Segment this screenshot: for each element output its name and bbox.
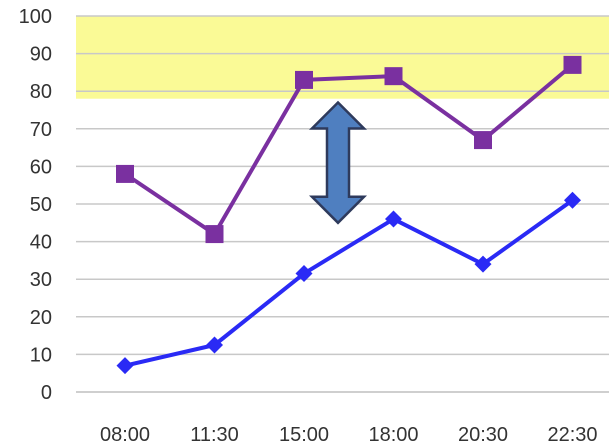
highlight-band (76, 16, 609, 99)
x-tick-label: 08:00 (100, 424, 150, 444)
x-tick-label: 22:30 (547, 424, 597, 444)
data-point-diamond (116, 357, 134, 375)
y-tick-label: 90 (30, 44, 52, 66)
y-tick-label: 100 (19, 6, 52, 28)
data-point-diamond (474, 255, 492, 273)
y-tick-label: 60 (30, 156, 52, 178)
data-point-diamond (564, 191, 581, 209)
y-tick-label: 50 (30, 194, 52, 216)
y-tick-label: 20 (30, 307, 52, 329)
x-tick-label: 11:30 (190, 424, 239, 444)
double-arrow-annotation (308, 100, 368, 225)
y-tick-label: 10 (30, 344, 52, 366)
y-tick-label: 30 (30, 269, 52, 291)
data-point-square (116, 164, 134, 183)
series-line (123, 63, 574, 237)
series-layer (116, 55, 582, 375)
x-tick-label: 20:30 (458, 424, 508, 444)
data-point-square (205, 225, 224, 244)
y-axis-ticks: 0 10 20 30 40 50 60 70 80 90 100 (19, 6, 52, 404)
data-point-square (384, 67, 403, 86)
highlight-band-layer (76, 16, 609, 99)
y-tick-label: 70 (30, 119, 52, 141)
x-axis-ticks: 08:00 11:30 15:00 18:00 20:30 22:30 (100, 424, 598, 444)
y-tick-label: 80 (30, 81, 52, 103)
series-line (124, 198, 574, 368)
annotation-layer (308, 100, 368, 225)
x-tick-label: 15:00 (279, 424, 329, 444)
series-2 (116, 191, 581, 375)
y-tick-label: 0 (41, 382, 52, 404)
x-tick-label: 18:00 (368, 424, 418, 444)
data-point-diamond (385, 210, 402, 228)
data-point-square (474, 131, 492, 150)
series-1 (116, 55, 582, 244)
data-point-square (295, 70, 313, 89)
data-point-diamond (295, 265, 313, 283)
data-point-diamond (206, 336, 223, 354)
y-tick-label: 40 (30, 232, 52, 254)
data-point-square (563, 55, 582, 74)
